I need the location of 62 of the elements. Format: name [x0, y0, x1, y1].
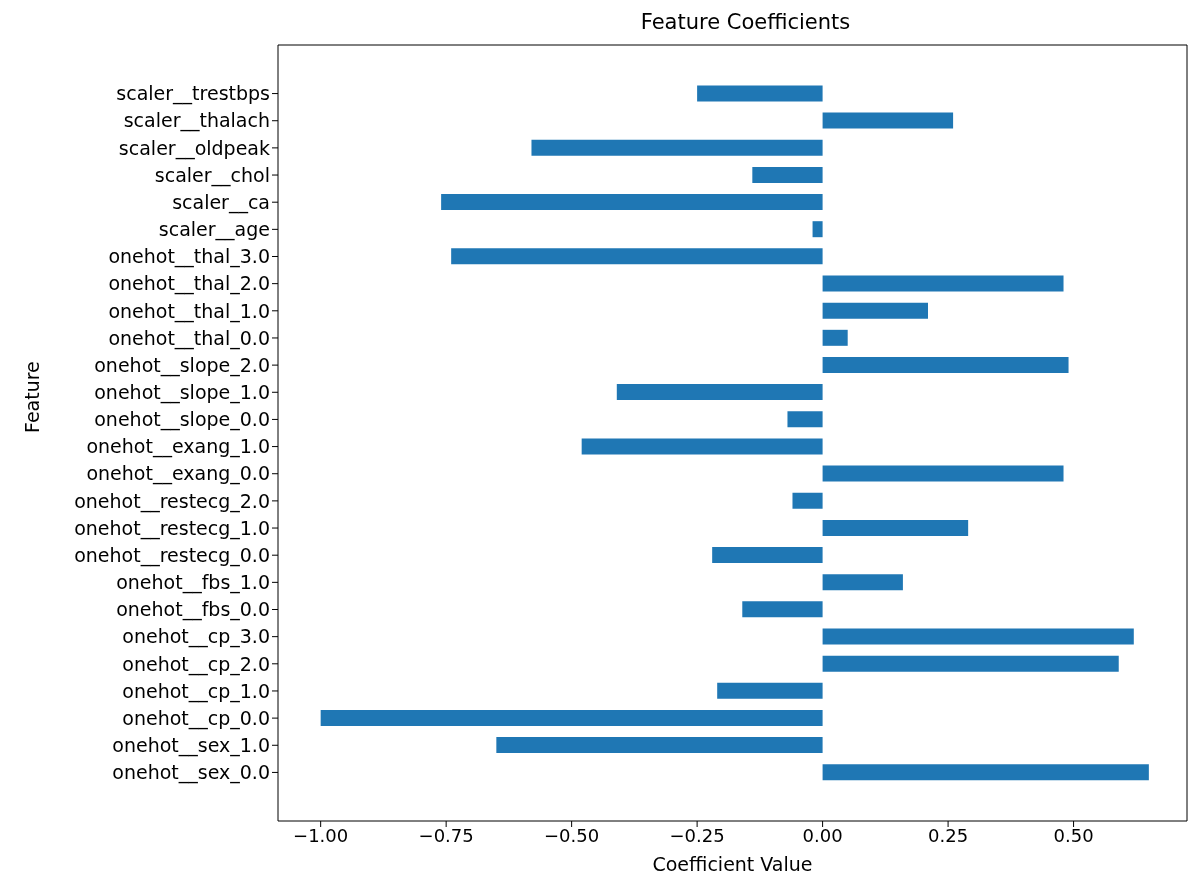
y-tick-label: onehot__cp_0.0: [122, 706, 270, 730]
y-tick-label: onehot__fbs_1.0: [116, 571, 270, 595]
bar: [822, 329, 848, 346]
bar: [822, 628, 1134, 645]
bar: [742, 601, 823, 618]
y-tick-label: onehot__slope_2.0: [94, 353, 270, 377]
y-axis-title: Feature: [20, 361, 43, 433]
bar: [822, 655, 1119, 672]
x-tick-label: 0.00: [802, 824, 843, 846]
y-tick-label: onehot__sex_1.0: [112, 734, 270, 758]
bar: [822, 302, 928, 319]
bar: [822, 356, 1069, 373]
y-tick-label: onehot__restecg_1.0: [74, 516, 270, 540]
y-tick-label: onehot__slope_1.0: [94, 381, 270, 405]
bar: [441, 194, 823, 211]
y-tick-label: onehot__slope_0.0: [94, 408, 270, 432]
bar: [320, 709, 823, 726]
bar: [712, 547, 823, 564]
x-tick-label: −1.00: [293, 824, 349, 846]
y-tick-label: onehot__thal_3.0: [108, 245, 270, 269]
y-tick-label: onehot__thal_2.0: [108, 272, 270, 296]
y-tick-label: scaler__thalach: [123, 109, 270, 133]
y-tick-label: onehot__cp_1.0: [122, 679, 270, 703]
bar: [822, 112, 954, 129]
x-tick-label: −0.50: [544, 824, 600, 846]
y-tick-label: onehot__cp_3.0: [122, 625, 270, 649]
bar: [531, 139, 823, 156]
bar: [451, 248, 823, 265]
y-tick-label: scaler__trestbps: [116, 82, 270, 106]
y-tick-label: onehot__restecg_2.0: [74, 489, 270, 513]
x-tick-label: 0.25: [928, 824, 969, 846]
y-tick-label: scaler__chol: [154, 163, 270, 187]
y-tick-label: onehot__thal_1.0: [108, 299, 270, 323]
y-tick-label: scaler__oldpeak: [118, 136, 270, 160]
bar: [787, 411, 823, 428]
y-tick-label: onehot__restecg_0.0: [74, 543, 270, 567]
x-tick-label: 0.50: [1053, 824, 1094, 846]
y-tick-label: scaler__ca: [172, 190, 270, 214]
bar: [581, 438, 823, 455]
x-axis-title: Coefficient Value: [652, 853, 813, 875]
x-tick-label: −0.25: [669, 824, 725, 846]
bar: [697, 85, 823, 102]
bar: [812, 221, 823, 238]
y-tick-label: onehot__exang_0.0: [86, 462, 270, 486]
bar: [822, 465, 1064, 482]
bar: [496, 737, 823, 754]
chart-title: Feature Coefficients: [639, 9, 852, 36]
bar: [822, 275, 1064, 292]
y-tick-label: onehot__cp_2.0: [122, 652, 270, 676]
bar: [822, 519, 969, 536]
y-tick-label: scaler__age: [158, 218, 270, 242]
y-tick-label: onehot__sex_0.0: [112, 761, 270, 785]
y-tick-label: onehot__fbs_0.0: [116, 598, 270, 622]
y-tick-label: onehot__thal_0.0: [108, 326, 270, 350]
bar: [717, 682, 823, 699]
y-tick-label: onehot__exang_1.0: [86, 435, 270, 459]
bar: [822, 764, 1149, 781]
bar: [616, 384, 823, 401]
bar: [822, 574, 903, 591]
bar: [752, 166, 823, 183]
x-tick-label: −0.75: [418, 824, 474, 846]
bar: [792, 492, 823, 509]
